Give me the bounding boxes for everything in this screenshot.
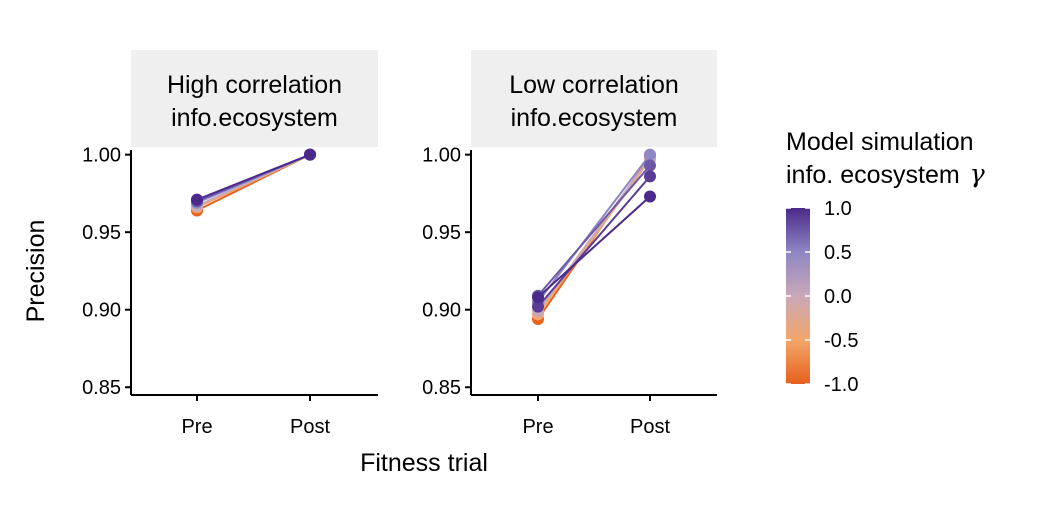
- legend-title-symbol: γ: [970, 159, 985, 188]
- panel-title-high-line2: info.ecosystem: [171, 104, 338, 132]
- plot-area-high: 0.85 0.90 0.95 1.00 Pre Post: [82, 145, 378, 438]
- legend: Model simulation info. ecosystem γ 1.0 0.5…: [786, 128, 985, 396]
- x-axis-title: Fitness trial: [360, 449, 488, 477]
- legend-tick-label: 1.0: [824, 198, 852, 220]
- x-tick-label: Pre: [181, 416, 212, 438]
- legend-title-line1: Model simulation: [786, 128, 974, 156]
- legend-tick-label: 0.5: [824, 242, 852, 264]
- series-line: [537, 164, 651, 297]
- series-line: [537, 195, 651, 299]
- series-line: [537, 158, 651, 315]
- legend-ticks: 1.0 0.5 0.0 -0.5 -1.0: [786, 198, 858, 396]
- data-point-post: [644, 159, 656, 172]
- panel-strip-low: [471, 50, 717, 147]
- panel-title-low-line2: info.ecosystem: [511, 104, 678, 132]
- legend-title-line2-text: info. ecosystem: [786, 161, 960, 189]
- panel-low-correlation: Low correlation info.ecosystem 0.850.900…: [422, 50, 717, 438]
- x-tick-label: Post: [290, 416, 330, 438]
- y-tick-label: 0.95: [82, 222, 121, 244]
- panel-strip-high: [131, 50, 378, 147]
- data-point-post: [644, 190, 656, 203]
- x-tick-label: Pre: [522, 416, 553, 438]
- series-line: [196, 153, 311, 201]
- data-point-post: [644, 148, 656, 161]
- series-line-group: [532, 148, 656, 308]
- y-tick-label: 0.95: [422, 222, 461, 244]
- legend-tick-label: -1.0: [824, 374, 858, 396]
- data-point-pre: [532, 300, 544, 313]
- data-point-post: [304, 148, 316, 161]
- y-tick-label: 0.85: [82, 377, 121, 399]
- series-line-group: [532, 190, 656, 304]
- data-point-post: [644, 170, 656, 183]
- legend-tick-label: -0.5: [824, 330, 858, 352]
- series-line-group: [532, 159, 656, 302]
- y-axis-title: Precision: [22, 220, 50, 323]
- y-tick-label: 0.90: [422, 300, 461, 322]
- legend-tick-label: 0.0: [824, 286, 852, 308]
- panel-high-correlation: High correlation info.ecosystem 0.85 0.90…: [82, 50, 378, 438]
- data-point-pre: [191, 193, 203, 206]
- series-line: [537, 154, 651, 303]
- plot-area-low: 0.85 0.90 0.95 1.00 Pre Post: [422, 145, 717, 438]
- data-point-pre: [532, 291, 544, 304]
- legend-title-line2: info. ecosystem γ: [786, 159, 985, 189]
- series-line: [537, 175, 651, 308]
- panel-title-low-line1: Low correlation: [509, 71, 679, 99]
- series-line-group: [532, 170, 656, 313]
- x-tick-label: Post: [630, 416, 670, 438]
- panel-title-high-line1: High correlation: [167, 71, 342, 99]
- y-tick-label: 1.00: [82, 145, 121, 167]
- series-line-group: [191, 148, 316, 206]
- y-tick-label: 0.85: [422, 377, 461, 399]
- y-tick-label: 1.00: [422, 145, 461, 167]
- y-tick-label: 0.90: [82, 300, 121, 322]
